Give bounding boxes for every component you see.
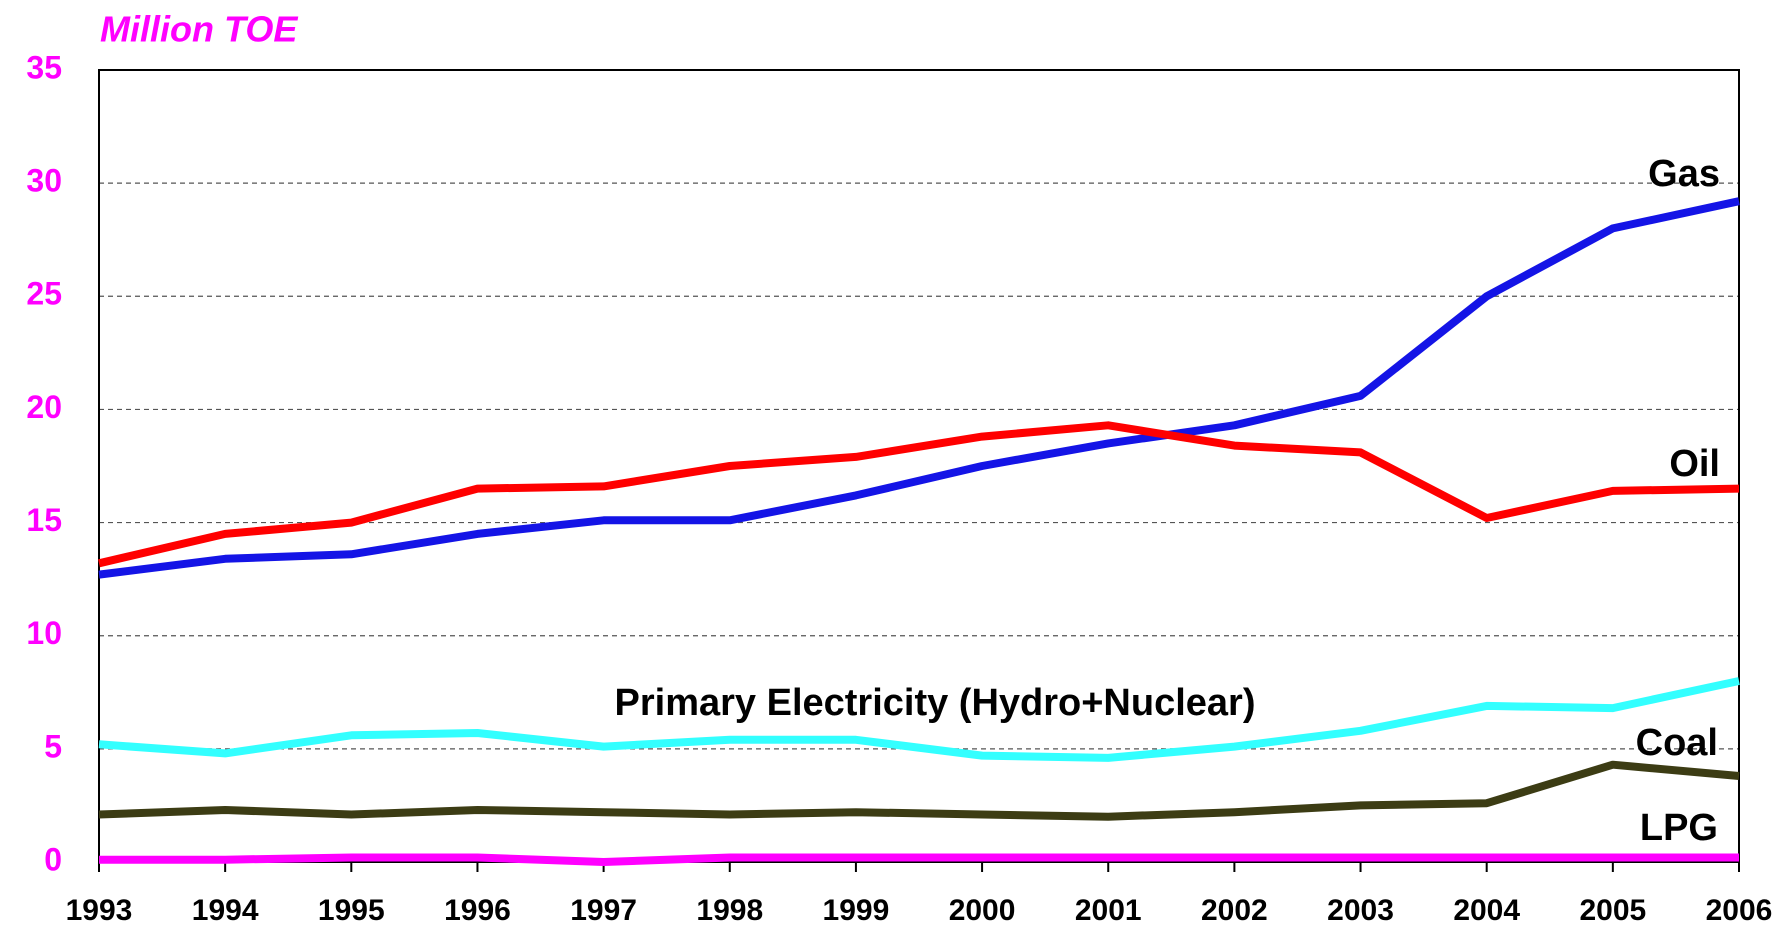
x-tick-label: 2006: [1706, 894, 1773, 927]
x-tick-label: 2005: [1579, 894, 1646, 927]
x-tick-label: 1999: [823, 894, 890, 927]
series-label: LPG: [1640, 807, 1718, 849]
chart-title: Million TOE: [100, 9, 298, 50]
x-tick-label: 2004: [1453, 894, 1520, 927]
x-tick-label: 1996: [444, 894, 511, 927]
series-label: Coal: [1636, 722, 1718, 764]
x-tick-label: 2000: [949, 894, 1016, 927]
y-tick-label: 15: [26, 502, 62, 538]
plot-frame: [98, 69, 1740, 863]
x-tick-label: 1997: [570, 894, 637, 927]
series-line: [98, 421, 1740, 568]
y-tick-label: 10: [26, 615, 62, 651]
x-tick-label: 1993: [66, 894, 133, 927]
x-tick-label: 2003: [1327, 894, 1394, 927]
y-tick-label: 0: [44, 841, 62, 877]
series-line: [98, 197, 1740, 579]
series-line: [98, 677, 1740, 762]
series-line: [98, 760, 1740, 821]
y-tick-label: 5: [44, 728, 62, 764]
x-tick-label: 1994: [192, 894, 259, 927]
series-label: Gas: [1648, 153, 1720, 195]
x-tick-label: 1998: [696, 894, 763, 927]
x-tick-label: 2002: [1201, 894, 1268, 927]
series-label: Primary Electricity (Hydro+Nuclear): [615, 682, 1256, 724]
x-tick-label: 2001: [1075, 894, 1142, 927]
series-label: Oil: [1669, 443, 1720, 485]
y-tick-label: 25: [26, 276, 62, 312]
y-tick-label: 20: [26, 389, 62, 425]
y-tick-label: 35: [26, 49, 62, 85]
x-tick-label: 1995: [318, 894, 385, 927]
y-tick-label: 30: [26, 163, 62, 199]
series-line: [99, 853, 1739, 866]
